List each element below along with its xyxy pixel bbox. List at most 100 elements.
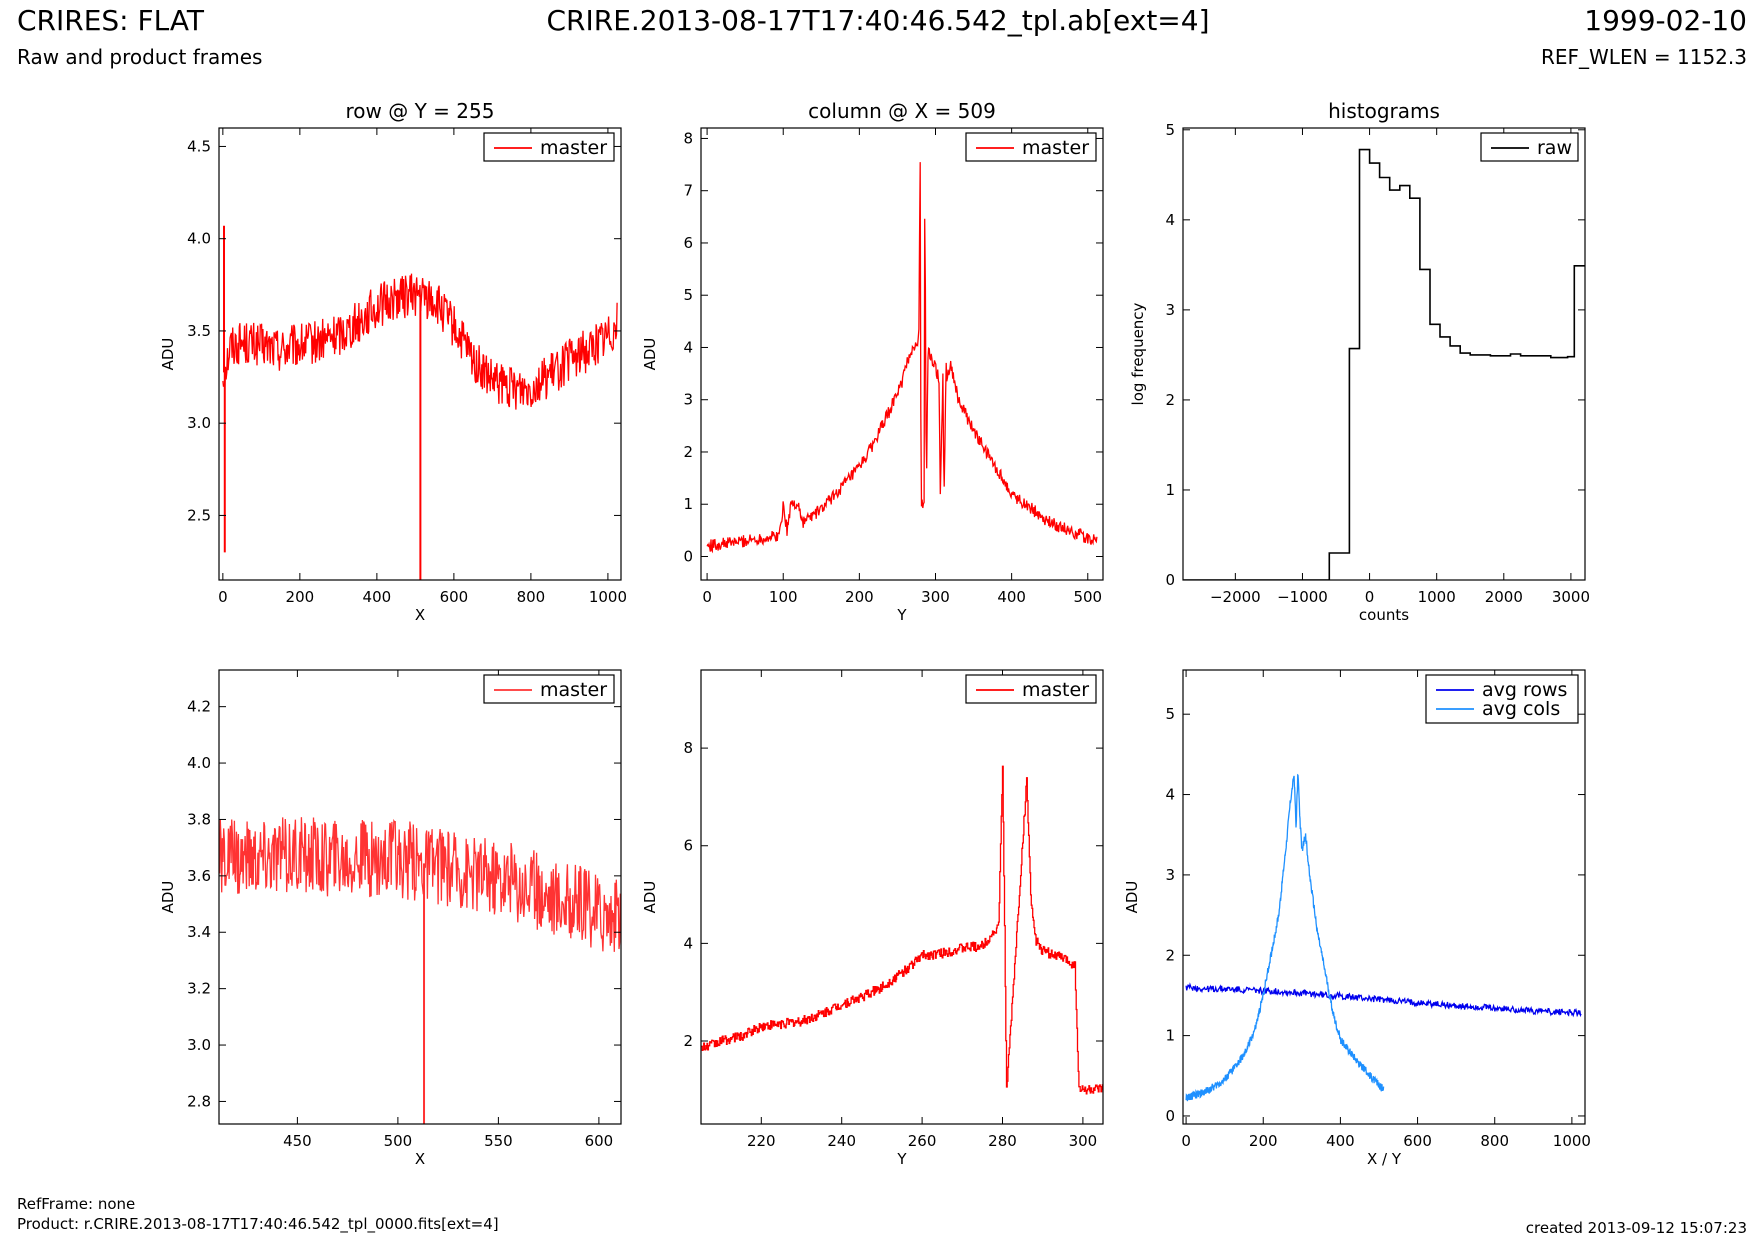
- series-master: [706, 162, 1098, 554]
- y-axis-label: ADU: [159, 881, 177, 914]
- y-tick-label: 3.4: [187, 923, 211, 941]
- y-tick-label: 5: [683, 286, 693, 304]
- y-tick-label: 4.0: [187, 754, 211, 772]
- legend-label: raw: [1537, 137, 1572, 159]
- y-tick-label: 5: [1165, 705, 1175, 723]
- file-title: CRIRE.2013-08-17T17:40:46.542_tpl.ab[ext…: [546, 4, 1210, 37]
- footer-ref-frame: RefFrame: none: [17, 1195, 136, 1213]
- x-tick-label: 400: [997, 588, 1026, 606]
- x-tick-label: 2000: [1485, 588, 1523, 606]
- x-axis-label: X: [415, 606, 425, 624]
- y-tick-label: 8: [683, 739, 693, 757]
- chart-histograms: −2000 −1000 0 1000 2000 3000 0 1 2 3 4 5 histograms c…: [1129, 99, 1590, 624]
- y-axis-label: ADU: [641, 881, 659, 914]
- y-tick-label: 3: [683, 391, 693, 409]
- x-tick-label: 1000: [1553, 1132, 1591, 1150]
- chart-row: 0 200 400 600 800 1000 2.5 3.0 3.5 4.0 4.5 row @ Y …: [159, 99, 627, 624]
- y-tick-label: 2: [683, 1032, 693, 1050]
- x-tick-label: 600: [585, 1132, 614, 1150]
- legend-label: avg cols: [1482, 698, 1560, 720]
- y-tick-label: 6: [683, 234, 693, 252]
- y-tick-label: 5: [1165, 121, 1175, 139]
- x-tick-label: 200: [1249, 1132, 1278, 1150]
- y-tick-label: 0: [683, 547, 693, 565]
- y-tick-label: 3.0: [187, 414, 211, 432]
- y-tick-label: 2: [1165, 391, 1175, 409]
- page-title: CRIRES: FLAT: [17, 4, 204, 37]
- plot-frame: [1182, 127, 1586, 581]
- y-tick-label: 2: [683, 443, 693, 461]
- x-axis-label: Y: [896, 606, 907, 624]
- x-axis-label: Y: [896, 1150, 907, 1168]
- chart-title: column @ X = 509: [808, 99, 996, 123]
- y-tick-label: 4.5: [187, 137, 211, 155]
- x-axis-label: X: [415, 1150, 425, 1168]
- y-tick-label: 3.6: [187, 867, 211, 885]
- x-axis-label: X / Y: [1367, 1150, 1402, 1168]
- legend: raw: [1480, 132, 1579, 162]
- legend-label: master: [1022, 137, 1089, 159]
- x-tick-label: 1000: [589, 588, 627, 606]
- y-tick-label: 4.2: [187, 698, 211, 716]
- legend-label: avg rows: [1482, 679, 1567, 701]
- series-avg-cols: [1185, 773, 1385, 1102]
- chart-title: histograms: [1328, 99, 1440, 123]
- y-tick-label: 7: [683, 182, 693, 200]
- x-tick-label: 300: [1069, 1132, 1098, 1150]
- y-tick-label: 8: [683, 129, 693, 147]
- series-master: [701, 765, 1103, 1095]
- plot-frame: [700, 669, 1104, 1125]
- x-tick-label: 800: [517, 588, 546, 606]
- legend: master: [965, 132, 1097, 162]
- y-tick-label: 4: [1165, 211, 1175, 229]
- y-axis-label: log frequency: [1129, 302, 1147, 405]
- x-tick-label: 0: [702, 588, 712, 606]
- chart-column-zoom: 220 240 260 280 300 2 4 6 8 Y ADU master: [641, 669, 1104, 1168]
- chart-column: 0 100 200 300 400 500 0 1 2 3 4 5 6 7 8 column @ X = 50…: [641, 99, 1104, 624]
- date-label: 1999-02-10: [1584, 4, 1747, 37]
- y-tick-label: 2: [1165, 946, 1175, 964]
- series-master: [222, 273, 618, 410]
- x-tick-label: 550: [484, 1132, 513, 1150]
- x-tick-label: 400: [1326, 1132, 1355, 1150]
- ref-wlen-label: REF_WLEN = 1152.3: [1540, 45, 1747, 69]
- legend-label: master: [540, 679, 607, 701]
- legend: master: [483, 674, 615, 704]
- x-tick-label: 220: [747, 1132, 776, 1150]
- x-tick-label: 260: [908, 1132, 937, 1150]
- x-tick-label: 200: [286, 588, 315, 606]
- y-tick-label: 0: [1165, 571, 1175, 589]
- x-tick-label: 240: [827, 1132, 856, 1150]
- y-tick-label: 4: [683, 934, 693, 952]
- legend: master: [965, 674, 1097, 704]
- series-master: [219, 817, 621, 952]
- footer-created: created 2013-09-12 15:07:23: [1525, 1219, 1747, 1237]
- x-tick-label: 0: [1181, 1132, 1191, 1150]
- x-tick-label: 280: [988, 1132, 1017, 1150]
- x-tick-label: −1000: [1277, 588, 1328, 606]
- chart-averages: 0 200 400 600 800 1000 0 1 2 3 4 5 X / Y ADU avg rowsa…: [1123, 669, 1591, 1168]
- y-tick-label: 2.8: [187, 1092, 211, 1110]
- y-tick-label: 3.8: [187, 810, 211, 828]
- series-raw: [1183, 148, 1585, 580]
- x-tick-label: 500: [1073, 588, 1102, 606]
- x-tick-label: 400: [363, 588, 392, 606]
- y-tick-label: 3.5: [187, 322, 211, 340]
- legend-label: master: [540, 137, 607, 159]
- x-tick-label: 0: [218, 588, 228, 606]
- y-axis-label: ADU: [641, 338, 659, 371]
- y-tick-label: 4: [1165, 786, 1175, 804]
- x-tick-label: 800: [1480, 1132, 1509, 1150]
- series-avg-rows: [1185, 982, 1582, 1018]
- y-tick-label: 6: [683, 837, 693, 855]
- x-tick-label: 300: [921, 588, 950, 606]
- y-axis-label: ADU: [1123, 881, 1141, 914]
- y-tick-label: 4: [683, 338, 693, 356]
- y-tick-label: 1: [1165, 1027, 1175, 1045]
- chart-title: row @ Y = 255: [346, 99, 495, 123]
- x-tick-label: 100: [769, 588, 798, 606]
- x-tick-label: 600: [1403, 1132, 1432, 1150]
- chart-row-zoom: 450 500 550 600 2.8 3.0 3.2 3.4 3.6 3.8 4.0 4.2 X ADU…: [159, 669, 622, 1168]
